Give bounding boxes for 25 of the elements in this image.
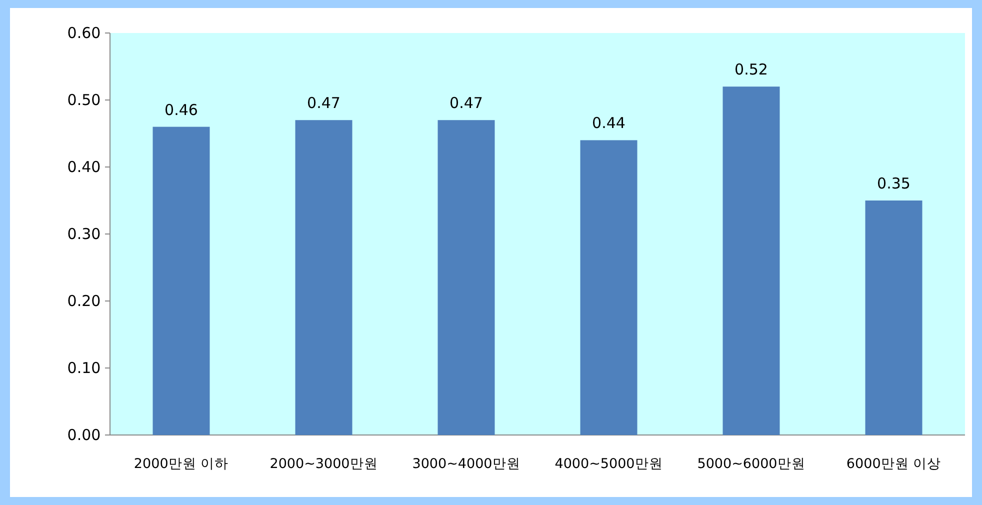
bar	[438, 120, 495, 435]
y-tick-label: 0.10	[67, 359, 101, 377]
data-label: 0.47	[450, 94, 483, 112]
x-tick-label: 6000만원 이상	[846, 456, 942, 472]
data-label: 0.35	[877, 174, 910, 192]
data-label: 0.44	[592, 114, 626, 132]
bar	[722, 86, 780, 435]
data-label: 0.52	[734, 60, 768, 79]
y-tick-label: 0.50	[67, 91, 101, 109]
x-tick-label: 3000~4000만원	[412, 456, 520, 472]
x-tick-label: 2000~3000만원	[270, 456, 378, 472]
bar	[865, 200, 922, 435]
y-tick-label: 0.30	[67, 225, 101, 243]
y-tick-label: 0.60	[67, 24, 101, 42]
y-tick-label: 0.00	[67, 426, 101, 444]
x-tick-label: 4000~5000만원	[554, 456, 663, 472]
data-label: 0.47	[307, 94, 340, 112]
bar	[580, 140, 638, 435]
bar	[295, 120, 352, 435]
y-tick-label: 0.20	[67, 292, 101, 310]
x-tick-label: 2000만원 이하	[134, 456, 229, 472]
bar	[152, 126, 210, 435]
y-tick-label: 0.40	[67, 158, 101, 176]
data-label: 0.46	[164, 100, 198, 119]
x-tick-label: 5000~6000만원	[697, 456, 806, 472]
